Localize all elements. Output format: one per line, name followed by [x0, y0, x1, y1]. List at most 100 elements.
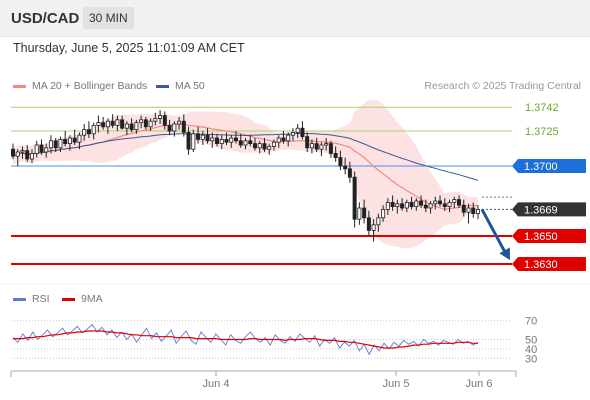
candle: [20, 146, 25, 159]
candle: [352, 171, 357, 228]
candle-body: [215, 137, 220, 144]
rsi-swatch: [13, 297, 26, 301]
candle-body: [10, 148, 15, 157]
candle-body: [39, 144, 44, 153]
candle: [124, 121, 129, 136]
candle: [276, 135, 281, 148]
candle: [177, 117, 182, 130]
candle: [314, 138, 319, 152]
candle-body: [15, 151, 20, 157]
candle: [96, 115, 101, 133]
candle-body: [96, 122, 101, 126]
candle-body: [115, 119, 120, 126]
candle-body: [452, 199, 457, 203]
level-tag-1.3630: [512, 257, 586, 271]
candle: [53, 138, 58, 152]
candle: [219, 135, 224, 150]
candle-body: [162, 115, 167, 126]
candle: [309, 139, 314, 154]
candle: [328, 140, 333, 158]
candle-body: [376, 217, 381, 226]
datetime-label: Thursday, June 5, 2025 11:01:09 AM CET: [13, 41, 245, 55]
candle: [148, 118, 153, 131]
candle-body: [186, 131, 191, 150]
candle-body: [34, 144, 39, 154]
candle: [457, 195, 462, 208]
candle-body: [181, 120, 186, 133]
candle: [371, 219, 376, 242]
credit-text: Research © 2025 Trading Central: [424, 80, 581, 92]
rsi-tick-label: 30: [525, 353, 537, 365]
candle-body: [229, 137, 234, 143]
candle-body: [110, 120, 115, 126]
candle-body: [82, 129, 87, 136]
level-label-1.3742: 1.3742: [525, 102, 559, 114]
candle: [139, 115, 144, 129]
candle-body: [395, 203, 400, 208]
candle: [324, 138, 329, 151]
candle-body: [196, 133, 201, 140]
candle-body: [295, 127, 300, 133]
candle-body: [271, 141, 276, 147]
candle-body: [120, 119, 125, 129]
candle-body: [148, 120, 153, 128]
candle: [186, 126, 191, 155]
candle: [210, 132, 215, 148]
candle: [257, 140, 262, 154]
candle: [158, 110, 163, 124]
level-label-1.3725: 1.3725: [525, 126, 559, 138]
symbol-title: USD/CAD: [11, 10, 80, 27]
candle-body: [158, 115, 163, 119]
candle-body: [338, 157, 343, 167]
9ma-label: 9MA: [81, 293, 103, 305]
candle-body: [44, 147, 49, 153]
candle-body: [423, 204, 428, 209]
candle: [281, 131, 286, 144]
candle-body: [25, 150, 30, 160]
candle: [333, 146, 338, 162]
candle: [29, 149, 34, 164]
candle-body: [91, 125, 96, 135]
candle: [110, 114, 115, 129]
candle: [200, 131, 205, 145]
candle: [129, 118, 134, 133]
candle-body: [385, 201, 390, 210]
rsi-tick-label: 40: [525, 344, 537, 356]
ma50-label: MA 50: [175, 80, 205, 92]
candle: [409, 196, 414, 210]
candle: [442, 198, 447, 211]
candle-body: [200, 134, 205, 140]
candle-body: [243, 140, 248, 146]
candle: [67, 135, 72, 151]
candle-body: [124, 123, 129, 129]
candle: [191, 129, 196, 152]
candle-body: [404, 201, 409, 209]
candle: [86, 121, 91, 138]
candle: [63, 131, 68, 147]
candle: [376, 213, 381, 232]
candle: [290, 128, 295, 141]
candle-body: [143, 119, 148, 128]
candle: [267, 143, 272, 155]
candle-body: [238, 140, 243, 146]
candle-body: [77, 134, 82, 143]
candle: [91, 122, 96, 140]
candle: [475, 205, 480, 220]
candle: [428, 201, 433, 214]
ma20-swatch: [13, 84, 26, 88]
candle: [238, 133, 243, 148]
candle-body: [219, 138, 224, 144]
candle: [48, 135, 53, 154]
candle: [224, 132, 229, 145]
candle-body: [447, 201, 452, 207]
candle: [381, 205, 386, 222]
forecast-arrow-shaft: [480, 208, 508, 255]
candle-body: [371, 224, 376, 231]
candle: [44, 143, 49, 158]
timeframe-badge[interactable]: 30 MIN: [83, 7, 134, 29]
candle: [205, 128, 210, 144]
candle-body: [362, 207, 367, 219]
candle-body: [400, 203, 405, 209]
candle: [101, 117, 106, 130]
